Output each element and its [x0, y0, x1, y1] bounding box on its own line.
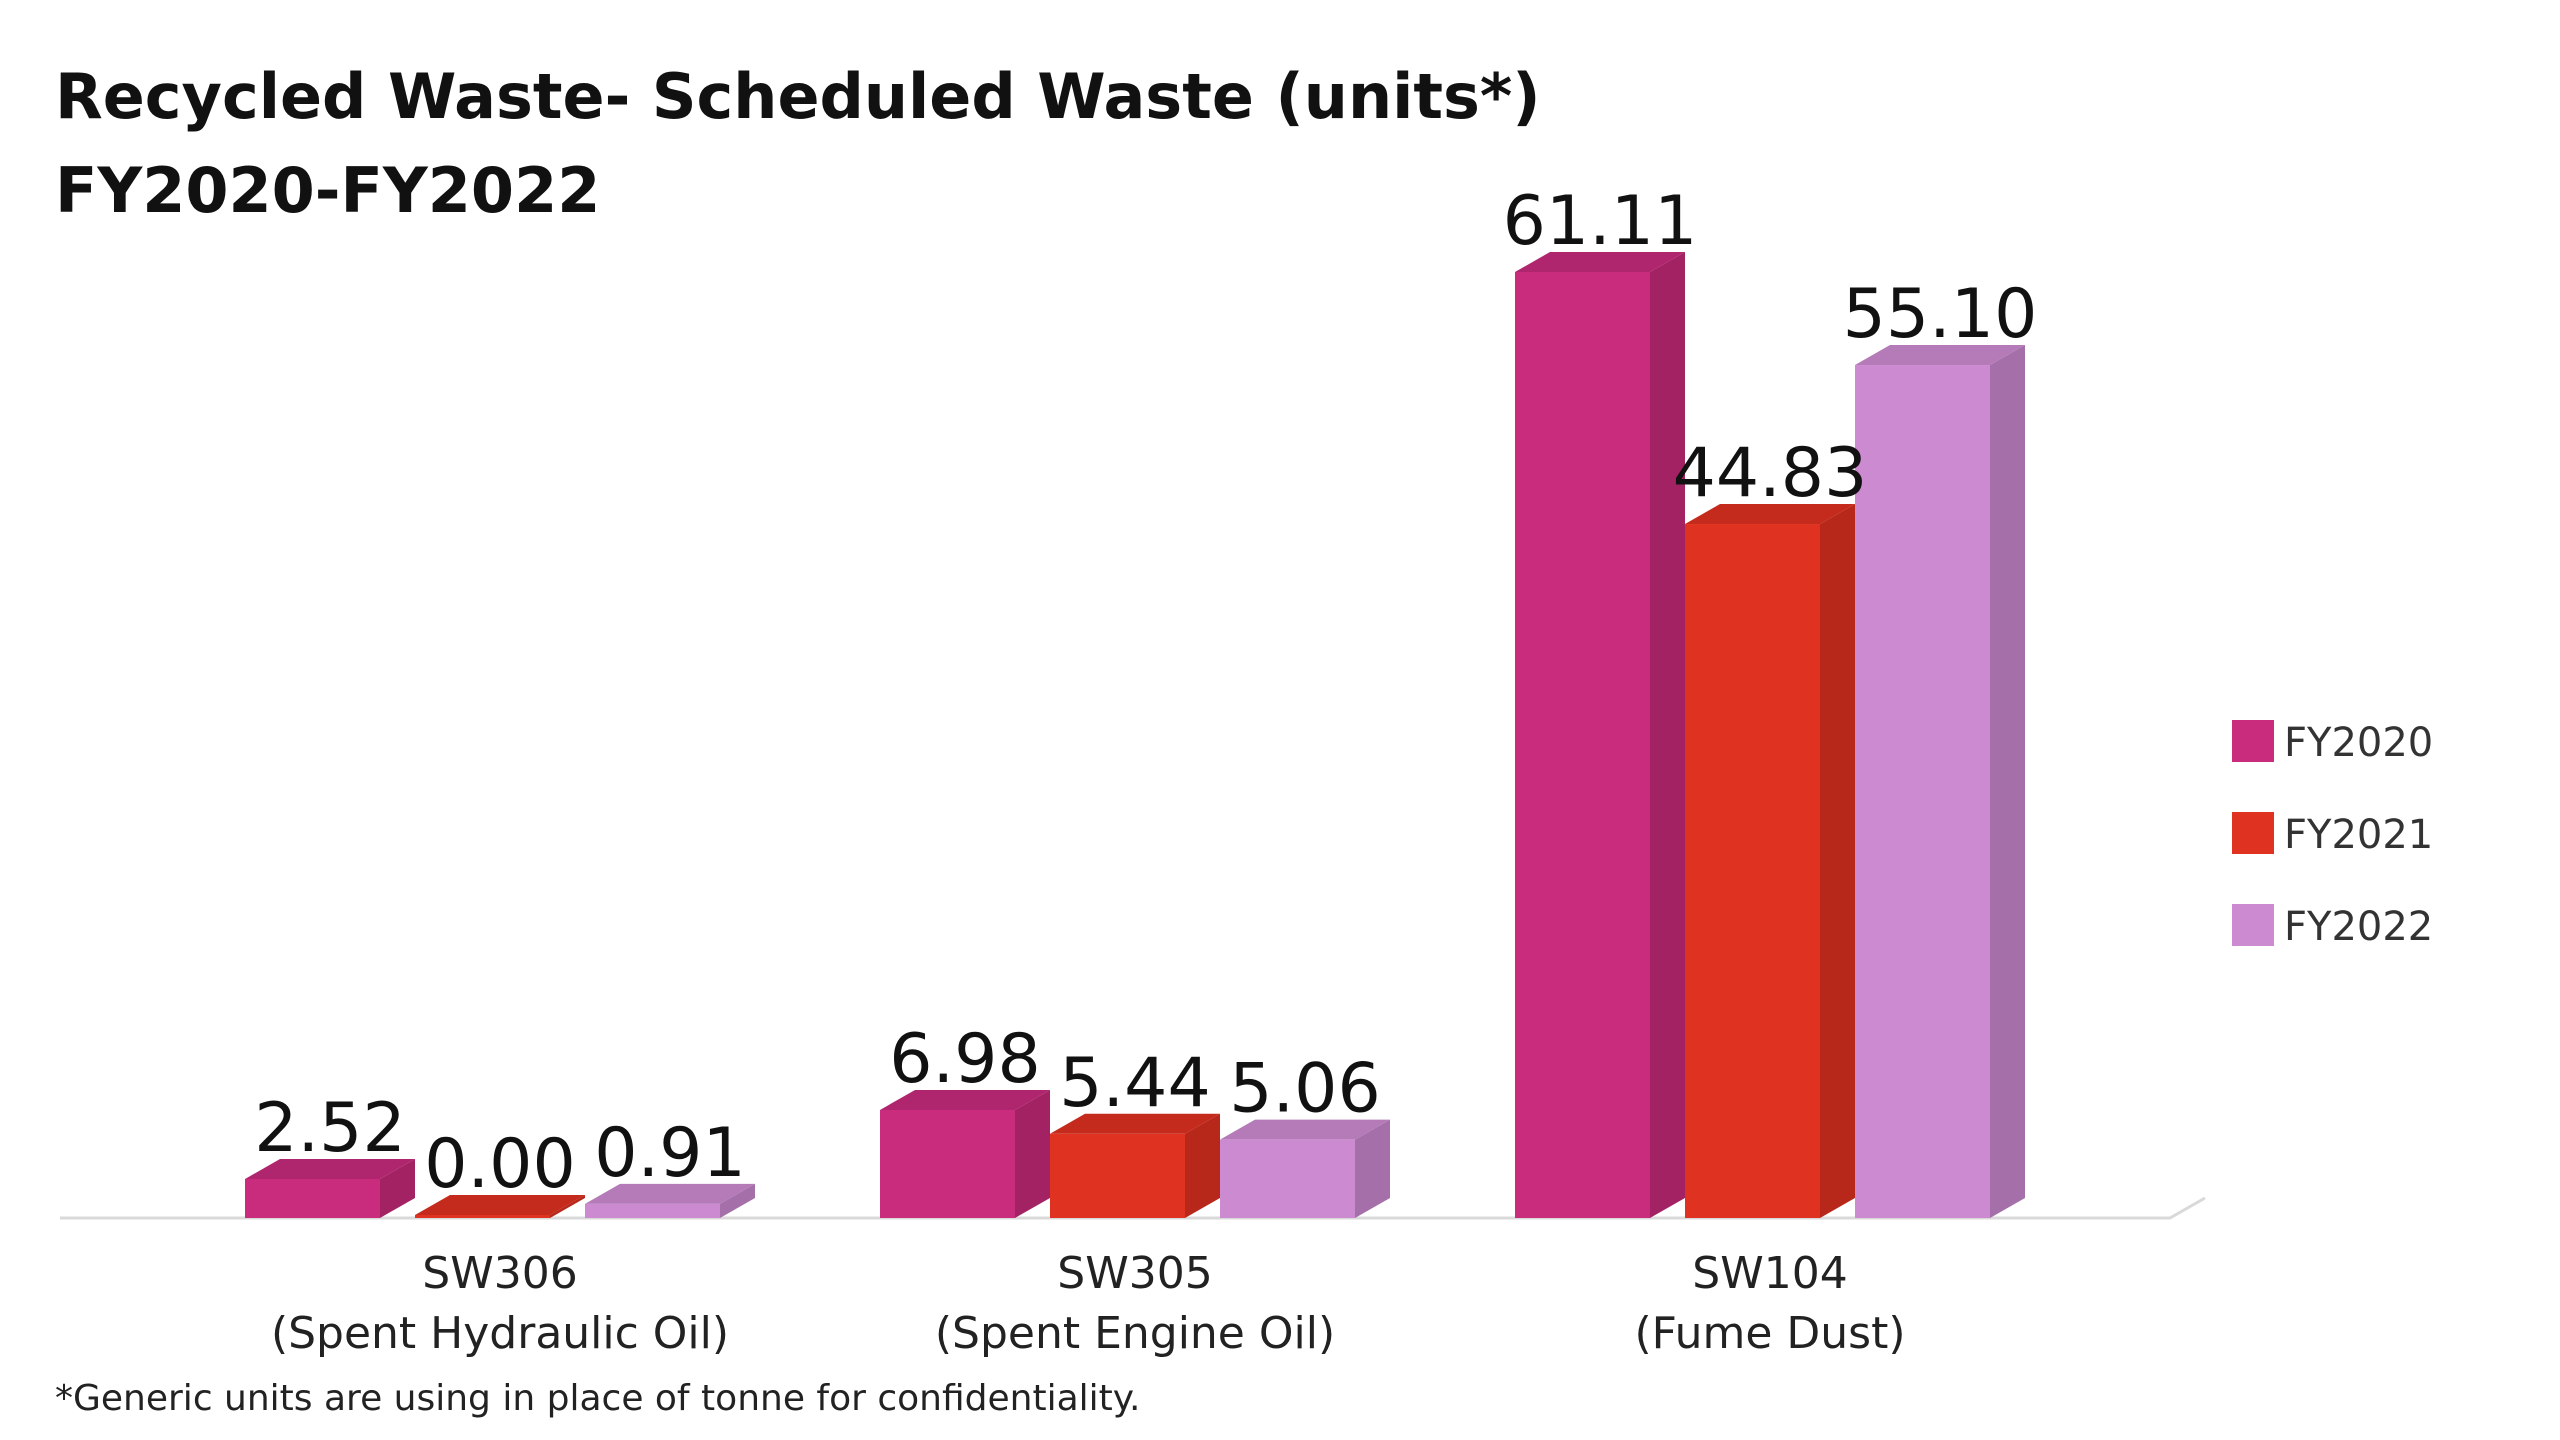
bar-top-face	[1685, 504, 1855, 525]
legend-item-fy2022: FY2022	[2232, 904, 2433, 950]
value-label: 5.06	[1229, 1050, 1380, 1129]
value-label: 44.83	[1673, 434, 1868, 513]
bar-side-face	[720, 1183, 755, 1218]
category-label-line: SW305	[1057, 1248, 1212, 1299]
bar-top-face	[1220, 1119, 1390, 1140]
bar-top-face	[415, 1195, 585, 1215]
bar-front-face	[245, 1178, 380, 1218]
bar-front-face	[1050, 1133, 1185, 1218]
bar-front-face	[1515, 272, 1650, 1218]
category-labels-group: SW306 (Spent Hydraulic Oil) SW305 (Spent En…	[271, 1248, 1906, 1359]
bar-fy2022-sw104	[1855, 345, 2025, 1218]
legend-item-fy2021: FY2021	[2232, 812, 2433, 858]
bar-top-face	[245, 1158, 415, 1179]
value-label: 6.98	[889, 1020, 1040, 1099]
bar-side-face	[1185, 1113, 1220, 1218]
legend-swatch	[2232, 812, 2274, 854]
bar-top-face	[880, 1089, 1050, 1110]
floor-line	[60, 1196, 2206, 1220]
chart-subtitle: FY2020-FY2022	[55, 154, 600, 227]
bar-side-face	[1990, 345, 2025, 1218]
bar-side-face	[1015, 1089, 1050, 1218]
value-label: 0.00	[424, 1125, 575, 1204]
bar-front-face	[1685, 524, 1820, 1218]
bar-top-face	[1050, 1113, 1220, 1134]
bar-fy2020-sw305	[880, 1089, 1050, 1218]
legend-label: FY2021	[2284, 812, 2433, 858]
bar-side-face	[1650, 252, 1685, 1218]
bar-front-face	[415, 1215, 550, 1218]
bar-fy2021-sw306	[415, 1195, 585, 1218]
footnote: *Generic units are using in place of ton…	[55, 1378, 1140, 1419]
legend: FY2020 FY2021 FY2022	[2232, 720, 2433, 950]
chart-title: Recycled Waste- Scheduled Waste (units*)	[55, 60, 1541, 133]
bar-front-face	[1855, 365, 1990, 1218]
chart-floor	[60, 1196, 2206, 1220]
bar-fy2021-sw104	[1685, 504, 1855, 1218]
legend-swatch	[2232, 720, 2274, 762]
value-label: 61.11	[1503, 182, 1698, 261]
bar-side-face	[380, 1158, 415, 1218]
bar-side-face	[1355, 1119, 1390, 1218]
category-label-line: SW104	[1692, 1248, 1847, 1299]
bar-fy2020-sw306	[245, 1158, 415, 1218]
legend-label: FY2022	[2284, 904, 2433, 950]
legend-swatch	[2232, 904, 2274, 946]
bar-front-face	[585, 1203, 720, 1218]
bar-side-face	[1820, 504, 1855, 1218]
bar-front-face	[1220, 1139, 1355, 1218]
value-labels-group: 2.52 0.00 0.91 6.98 5.44 5.06 61.11 44.83 55.10	[254, 182, 2037, 1204]
bar-top-face	[1515, 252, 1685, 272]
bar-fy2021-sw305	[1050, 1113, 1220, 1218]
bars-group	[245, 252, 2025, 1218]
value-label: 2.52	[254, 1089, 405, 1168]
value-label: 0.91	[594, 1114, 745, 1193]
category-label-line: (Spent Hydraulic Oil)	[271, 1308, 729, 1359]
legend-item-fy2020: FY2020	[2232, 720, 2433, 766]
bar-top-face	[585, 1183, 755, 1204]
bar-side-face	[550, 1195, 585, 1218]
category-label-line: SW306	[422, 1248, 577, 1299]
legend-label: FY2020	[2284, 720, 2433, 766]
bar-fy2022-sw306	[585, 1183, 755, 1218]
bar-fy2020-sw104	[1515, 252, 1685, 1218]
bar-top-face	[1855, 345, 2025, 366]
category-label-line: (Spent Engine Oil)	[935, 1308, 1335, 1359]
bar-fy2022-sw305	[1220, 1119, 1390, 1218]
value-label: 5.44	[1059, 1044, 1210, 1123]
bar-front-face	[880, 1109, 1015, 1218]
category-label-line: (Fume Dust)	[1635, 1308, 1906, 1359]
value-label: 55.10	[1843, 275, 2038, 354]
